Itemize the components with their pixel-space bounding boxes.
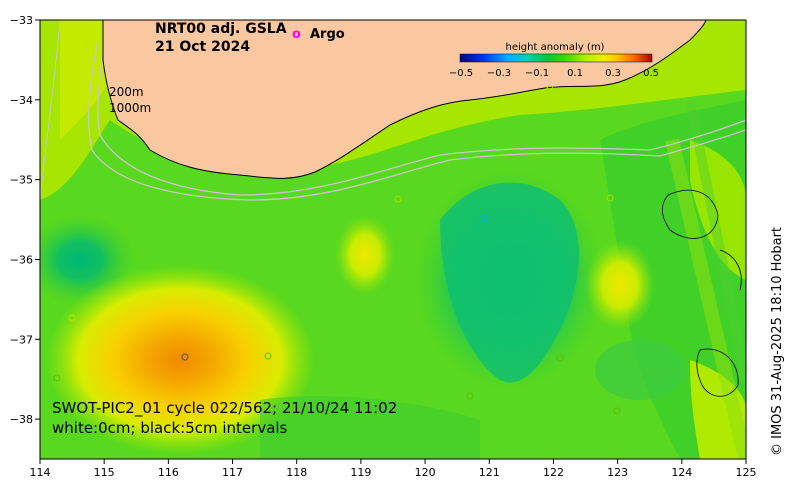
colorbar-tick-label: 0.1 [567,68,583,79]
argo-legend-label: Argo [310,27,345,42]
argo-float [68,314,76,322]
swot-swath-a [665,138,746,459]
yellow-spot-a [335,215,395,295]
eastern-low-spot [595,340,685,400]
x-tick-label: 119 [350,466,371,479]
x-tick-label: 122 [543,466,564,479]
colorbar-gradient [459,53,653,63]
argo-float [546,85,554,93]
x-tick-label: 118 [286,466,307,479]
x-tick-label: 120 [415,466,436,479]
isobath-1000m [88,39,746,201]
argo-markers [53,85,621,415]
depth-label-1000m: 1000m [109,101,151,115]
anomaly-field [40,20,746,459]
colorbar-tick-label: 0.3 [605,68,621,79]
contour-black-b [696,348,739,397]
argo-float [606,194,614,202]
y-axis: −33 −34 −35 −36 −37 −38 [10,14,40,426]
swot-pass-info: SWOT-PIC2_01 cycle 022/562; 21/10/24 11:… [52,399,397,418]
eastern-yellow [690,140,746,280]
colorbar: height anomaly (m) −0.5 −0.3 −0.1 0.1 0.3 0.5 [449,42,659,79]
imos-credit: © IMOS 31-Aug-2025 18:10 Hobart [770,227,785,456]
y-tick-label: −34 [10,94,33,107]
y-tick-label: −33 [10,14,33,27]
yellow-spot-b [585,240,655,330]
colorbar-tick-label: −0.1 [525,68,549,79]
y-tick-label: −37 [10,333,33,346]
isobath-west [40,20,61,201]
x-tick-label: 114 [30,466,51,479]
argo-float [556,354,564,362]
argo-float [394,195,402,203]
map-title-line1: NRT00 adj. GSLA [155,21,287,37]
contour-black-c [719,249,742,291]
colorbar-tick-label: −0.3 [487,68,511,79]
argo-float [53,374,61,382]
x-axis: 114 115 116 117 118 119 120 121 122 123 124 125 [30,459,757,479]
argo-float [613,407,621,415]
y-tick-label: −38 [10,413,33,426]
x-tick-label: 123 [607,466,628,479]
contour-black-a [661,189,719,239]
colorbar-tick-label: −0.5 [449,68,473,79]
y-tick-label: −36 [10,253,33,266]
colorbar-ticks: −0.5 −0.3 −0.1 0.1 0.3 0.5 [449,68,659,79]
x-tick-label: 124 [671,466,692,479]
x-tick-label: 125 [736,466,757,479]
x-tick-label: 117 [222,466,243,479]
colorbar-title: height anomaly (m) [506,42,605,53]
y-tick-label: −35 [10,174,33,187]
argo-float [264,352,272,360]
x-tick-label: 115 [94,466,115,479]
depth-label-200m: 200m [109,85,144,99]
contour-interval-info: white:0cm; black:5cm intervals [52,419,288,437]
colorbar-tick-label: 0.5 [643,68,659,79]
central-low-core [440,182,579,383]
argo-float [181,353,189,361]
isobath-200m [97,39,746,196]
argo-float [480,214,488,222]
map-title-line2: 21 Oct 2024 [155,39,250,55]
x-tick-label: 121 [479,466,500,479]
x-tick-label: 116 [158,466,179,479]
south-band [260,396,480,459]
swot-swath-b [685,99,746,381]
argo-legend-symbol: o [292,27,301,42]
plot-frame [39,19,747,460]
warm-eddy [45,265,315,455]
argo-float [466,392,474,400]
